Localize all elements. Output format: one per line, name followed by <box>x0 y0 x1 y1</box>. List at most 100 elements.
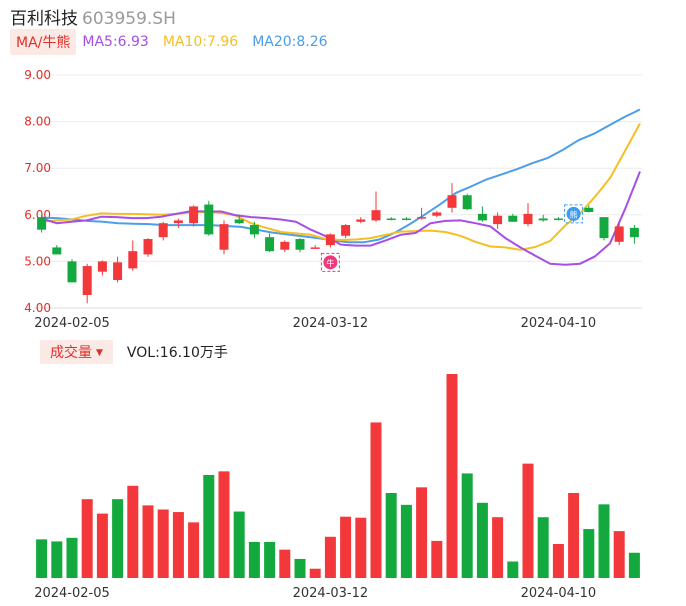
candle-body <box>204 204 214 235</box>
ma5-legend: MA5:6.93 <box>82 34 149 50</box>
candle-body <box>173 220 183 224</box>
candle-body <box>82 266 92 295</box>
candle <box>523 203 533 227</box>
candle <box>295 238 305 253</box>
ma20-legend: MA20:8.26 <box>252 34 328 50</box>
candle <box>82 263 92 304</box>
volume-bar <box>188 522 200 578</box>
volume-bar <box>583 529 595 578</box>
candle-body <box>325 234 335 246</box>
volume-bar <box>279 549 291 578</box>
stock-name: 百利科技 <box>10 9 78 29</box>
volume-bar <box>36 539 48 578</box>
candle <box>614 223 624 246</box>
volume-bar <box>552 544 564 578</box>
candle <box>265 233 275 253</box>
candle <box>417 207 427 220</box>
candle-body <box>417 217 427 219</box>
volume-bar <box>568 493 580 578</box>
candle <box>173 218 183 228</box>
candle <box>462 193 472 211</box>
candle-body <box>113 262 123 281</box>
candle <box>371 191 381 222</box>
volume-bar <box>233 511 245 578</box>
candle-body <box>356 219 366 222</box>
bear-marker-frame <box>564 204 584 224</box>
price-x-axis: 2024-02-05 2024-03-12 2024-04-10 <box>34 316 596 331</box>
candle <box>493 212 503 229</box>
candle-body <box>143 239 153 255</box>
volume-bar <box>476 502 488 578</box>
candle <box>584 205 594 213</box>
ma10-line <box>41 123 641 251</box>
price-y-axis: 9.008.007.006.005.004.00 <box>24 68 51 315</box>
price-grid <box>34 74 642 309</box>
bull-marker-label: 牛 <box>326 258 334 268</box>
volume-bars <box>36 374 640 578</box>
ma-indicator-toggle[interactable]: MA/牛熊 <box>10 29 77 55</box>
volume-bar <box>309 568 321 578</box>
candle <box>67 259 77 283</box>
volume-bar <box>461 473 473 578</box>
candle-body <box>265 237 275 252</box>
bull-marker-dot <box>323 255 338 270</box>
volume-bar <box>385 493 397 578</box>
price-x-tick-label: 2024-03-12 <box>293 316 369 331</box>
candle <box>310 245 320 249</box>
price-y-tick-label: 5.00 <box>24 254 51 268</box>
candle <box>52 245 62 255</box>
volume-indicator-dropdown[interactable]: 成交量 ▼ <box>40 340 113 364</box>
volume-bar <box>340 516 352 578</box>
candle-body <box>52 247 62 255</box>
volume-bar <box>324 536 336 578</box>
volume-bar <box>96 513 108 578</box>
candle-body <box>553 218 563 221</box>
candle <box>447 183 457 213</box>
candle <box>477 206 487 222</box>
volume-bar <box>172 512 184 578</box>
candle-body <box>432 212 442 216</box>
candle-body <box>67 261 77 283</box>
candlesticks <box>37 183 639 304</box>
candle <box>189 205 199 227</box>
volume-bar <box>218 471 230 578</box>
candle-body <box>462 195 472 210</box>
candle <box>599 217 609 241</box>
volume-value: VOL:16.10万手 <box>126 345 228 361</box>
candle-body <box>538 218 548 221</box>
volume-bar <box>51 541 63 578</box>
candle <box>158 221 168 241</box>
candle-body <box>493 215 503 225</box>
volume-bar <box>203 474 215 578</box>
candle-body <box>158 223 168 238</box>
volume-bar <box>127 485 139 578</box>
ma-lines <box>41 108 641 266</box>
candle-body <box>97 261 107 272</box>
volume-bar <box>157 509 169 578</box>
candle <box>128 240 138 271</box>
ma10-legend: MA10:7.96 <box>162 34 239 50</box>
candle-body <box>614 226 624 242</box>
volume-bar <box>264 541 276 578</box>
volume-bar <box>492 517 504 578</box>
candle-body <box>310 247 320 249</box>
stock-title: 百利科技 603959.SH <box>10 4 176 29</box>
candle-body <box>234 219 244 224</box>
bull-marker: 牛 <box>320 252 340 272</box>
candle <box>204 200 214 236</box>
candle-body <box>295 239 305 250</box>
price-y-tick-label: 9.00 <box>24 68 51 82</box>
candle <box>508 213 518 222</box>
bull-bear-markers: 牛熊 <box>320 204 584 272</box>
candle-body <box>249 225 259 235</box>
price-x-tick-label: 2024-04-10 <box>521 316 597 331</box>
candle-body <box>128 251 138 269</box>
candle-body <box>189 206 199 224</box>
price-y-tick-label: 8.00 <box>24 115 51 129</box>
candle-body <box>386 218 396 221</box>
volume-bar <box>507 561 519 578</box>
candle <box>234 214 244 225</box>
volume-x-axis: 2024-02-05 2024-03-12 2024-04-10 <box>34 586 596 601</box>
volume-indicator-label: 成交量 <box>50 345 92 361</box>
